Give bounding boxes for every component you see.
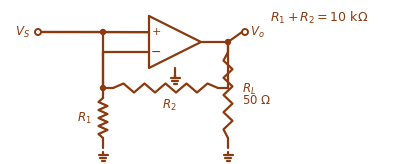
Text: $-$: $-$ [150,45,162,58]
Circle shape [100,30,105,34]
Text: $V_o$: $V_o$ [250,24,265,40]
Text: $V_S$: $V_S$ [15,24,30,40]
Text: $R_L$: $R_L$ [242,82,256,97]
Circle shape [100,85,105,91]
Text: $50\ \Omega$: $50\ \Omega$ [242,94,271,107]
Text: $R_1$: $R_1$ [77,110,92,126]
Text: $R_1 + R_2 = 10\ \mathrm{k\Omega}$: $R_1 + R_2 = 10\ \mathrm{k\Omega}$ [270,10,368,26]
Text: $R_2$: $R_2$ [162,98,177,113]
Text: +: + [151,27,161,37]
Circle shape [225,40,230,44]
